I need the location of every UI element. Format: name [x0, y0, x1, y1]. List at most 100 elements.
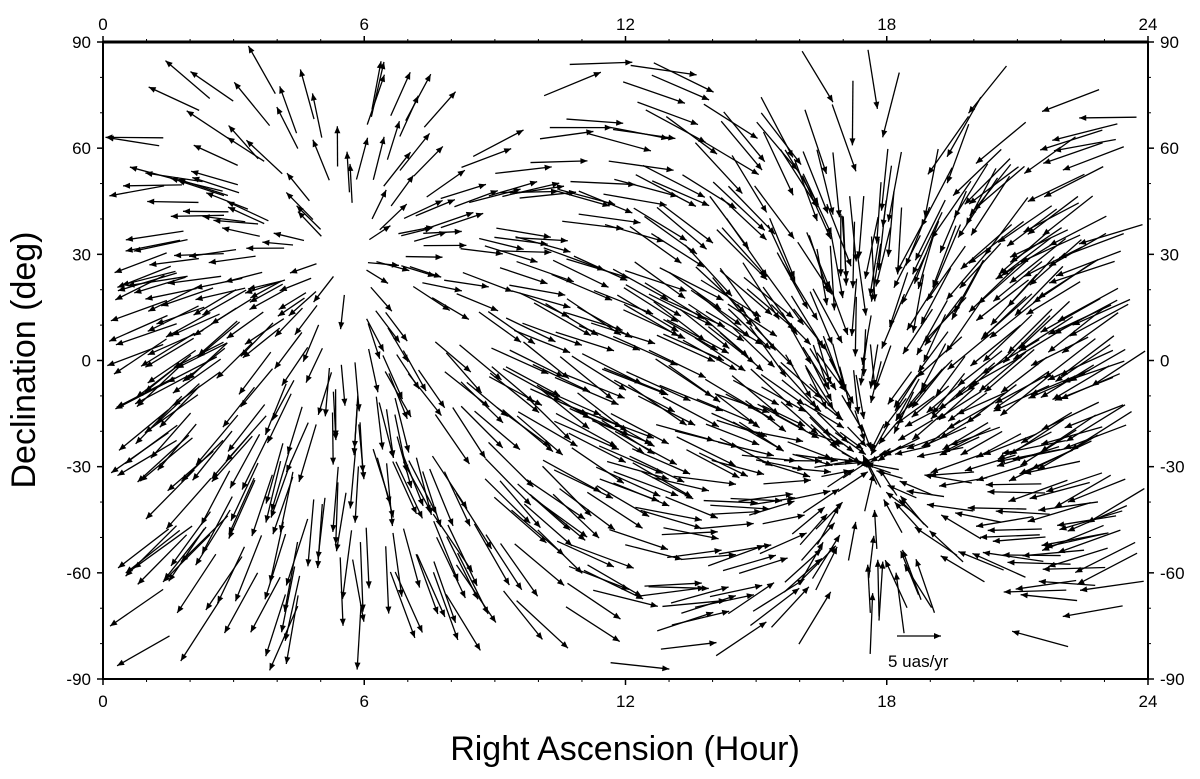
vector-arrow-head — [1040, 391, 1049, 398]
vector-arrow — [335, 492, 347, 552]
vector-arrow — [115, 274, 165, 301]
vector-arrow-head — [167, 483, 175, 491]
vector-arrow-head — [1054, 327, 1062, 334]
vector-arrow-head — [709, 640, 717, 647]
vector-arrow-head — [982, 550, 991, 557]
vector-arrow — [1049, 215, 1107, 247]
vector-arrow — [919, 359, 953, 394]
vector-arrow — [881, 72, 900, 138]
vector-arrow-head — [1038, 506, 1046, 513]
vector-arrow — [720, 197, 767, 241]
vector-arrow-head — [550, 188, 559, 195]
vector-arrow — [192, 176, 240, 194]
vector-arrow-head — [966, 217, 973, 225]
vector-arrow-head — [701, 486, 709, 493]
vector-arrow — [955, 512, 1002, 523]
vector-arrow — [875, 227, 892, 287]
vector-arrow — [122, 184, 182, 187]
vector-arrow-head — [542, 439, 551, 447]
vector-arrow-head — [822, 205, 829, 214]
vector-arrow — [515, 236, 571, 253]
vector-arrow-head — [1040, 326, 1049, 333]
vector-arrow-head — [885, 560, 891, 568]
vector-arrow — [960, 430, 1003, 456]
vector-arrow-head — [881, 129, 888, 138]
vector-arrows — [105, 45, 1146, 672]
vector-arrow — [341, 530, 353, 600]
vector-arrow — [682, 174, 737, 210]
vector-arrow-head — [850, 163, 857, 172]
vector-arrow — [192, 430, 233, 481]
vector-arrow — [383, 151, 412, 187]
vector-arrow-head — [955, 511, 963, 518]
vector-arrow-head — [771, 398, 779, 405]
vector-arrow-head — [917, 452, 925, 459]
vector-arrow — [903, 564, 933, 608]
vector-arrow — [171, 313, 220, 336]
vector-arrow — [914, 199, 946, 261]
vector-arrow — [640, 586, 705, 597]
vector-arrow-head — [984, 385, 992, 393]
vector-arrow-head — [682, 468, 691, 475]
vector-arrow — [216, 342, 253, 379]
vector-arrow-head — [846, 445, 854, 452]
vector-arrow-head — [388, 509, 395, 518]
vector-arrow-head — [186, 110, 195, 118]
vector-arrow-head — [495, 250, 503, 257]
vector-arrow-head — [166, 521, 174, 529]
vector-arrow — [110, 299, 168, 322]
vector-arrow-head — [490, 305, 499, 311]
vector-arrow-head — [264, 515, 271, 523]
vector-arrow-head — [893, 280, 900, 288]
vector-arrow — [1042, 195, 1094, 236]
vector-arrow — [405, 73, 432, 122]
vector-arrow-head — [736, 334, 744, 342]
vector-arrow — [140, 332, 195, 367]
vector-arrow — [975, 121, 1027, 164]
vector-arrow — [869, 593, 874, 654]
vector-arrow — [970, 324, 1021, 367]
vector-arrow — [1054, 474, 1112, 509]
vector-arrow — [981, 293, 1033, 339]
vector-arrow-head — [656, 236, 665, 243]
vector-arrow-head — [279, 86, 285, 94]
vector-arrow — [603, 367, 667, 395]
vector-arrow — [389, 571, 416, 639]
vector-arrow-head — [432, 606, 439, 615]
vector-arrow-head — [213, 217, 221, 224]
y-tick-label-right: 30 — [1160, 245, 1179, 264]
vector-arrow — [505, 366, 561, 397]
vector-arrow-head — [722, 341, 730, 349]
vector-arrow-head — [523, 497, 531, 506]
vector-arrow — [663, 318, 719, 351]
vector-arrow — [516, 260, 575, 283]
vector-arrow-head — [868, 473, 875, 482]
vector-arrow-head — [226, 454, 233, 462]
vector-arrow — [1054, 376, 1114, 402]
vector-arrow — [137, 534, 188, 585]
vector-arrow-head — [1007, 559, 1015, 566]
vector-arrow — [812, 344, 830, 390]
vector-arrow-head — [474, 385, 482, 394]
vector-arrow — [855, 374, 865, 420]
vector-arrow-head — [987, 488, 995, 495]
vector-arrow-head — [825, 376, 832, 385]
vector-arrow — [822, 335, 844, 388]
vector-arrow — [1009, 229, 1069, 258]
vector-arrow-head — [947, 149, 954, 157]
vector-arrow — [781, 312, 812, 365]
vector-arrow-head — [242, 481, 248, 490]
vector-arrow — [754, 185, 795, 240]
vector-arrow-head — [400, 333, 408, 342]
vector-arrow — [783, 557, 823, 593]
vector-arrow — [456, 293, 499, 312]
vector-arrow — [606, 125, 669, 140]
vector-arrow-head — [535, 632, 543, 640]
vector-arrow-head — [147, 376, 156, 383]
vector-arrow-head — [208, 258, 217, 265]
vector-arrow-head — [249, 303, 258, 310]
vector-arrow — [1048, 260, 1115, 284]
vector-arrow — [250, 576, 281, 633]
vector-arrow — [700, 139, 760, 176]
vector-arrow — [578, 325, 641, 351]
